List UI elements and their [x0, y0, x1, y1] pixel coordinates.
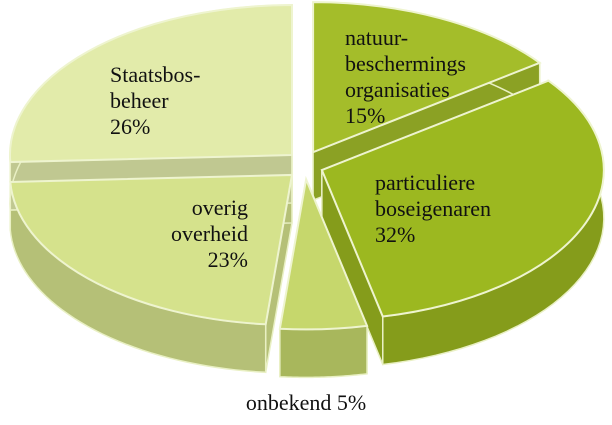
slice-label: overig overheid 23%: [171, 195, 248, 272]
label-line: onbekend: [246, 390, 332, 415]
slice-label: natuur-beschermings organisaties 15%: [345, 25, 466, 128]
value-label: 15%: [345, 103, 385, 128]
label-line: boseigenaren: [375, 196, 491, 221]
slice-label: onbekend 5%: [246, 390, 366, 415]
label-line: organisaties: [345, 77, 450, 102]
label-line: overheid: [171, 221, 248, 246]
value-label: 23%: [208, 247, 248, 272]
slice-label: Staatsbos-beheer 26%: [110, 62, 200, 139]
label-line: Staatsbos-: [110, 62, 200, 87]
slice-label: particuliere boseigenaren 32%: [375, 170, 491, 247]
value-label: 26%: [110, 114, 150, 139]
label-line: natuur-: [345, 25, 408, 50]
pie-slice: [9, 173, 294, 326]
pie-slice: [278, 175, 369, 331]
label-line: particuliere: [375, 170, 475, 195]
pie-slice: [312, 1, 542, 154]
label-line: beschermings: [345, 51, 466, 76]
value-label: 5%: [337, 390, 366, 415]
pie-slice: [320, 79, 605, 318]
slice-wall: [279, 324, 368, 379]
value-label: 32%: [375, 222, 415, 247]
pie-slice: [8, 4, 293, 164]
label-line: beheer: [110, 88, 169, 113]
label-line: overig: [192, 195, 248, 220]
